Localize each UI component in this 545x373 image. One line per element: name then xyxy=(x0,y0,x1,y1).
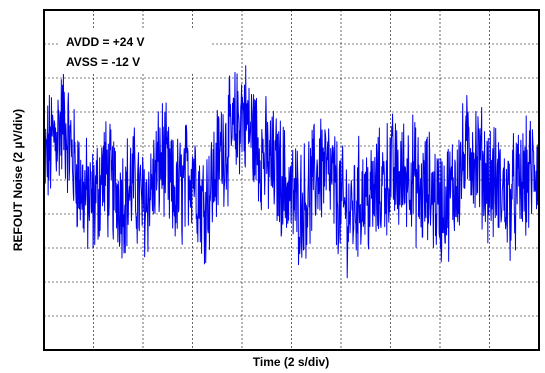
noise-series-line xyxy=(43,65,540,279)
plot-frame xyxy=(43,9,540,351)
series-layer xyxy=(43,65,540,279)
annotation-avdd: AVDD = +24 V xyxy=(66,35,144,49)
y-axis-label: REFOUT Noise (2 µV/div) xyxy=(11,109,25,251)
legend-box xyxy=(58,28,210,74)
annotation-avss: AVSS = -12 V xyxy=(66,55,140,69)
x-axis-label: Time (2 s/div) xyxy=(253,355,329,369)
